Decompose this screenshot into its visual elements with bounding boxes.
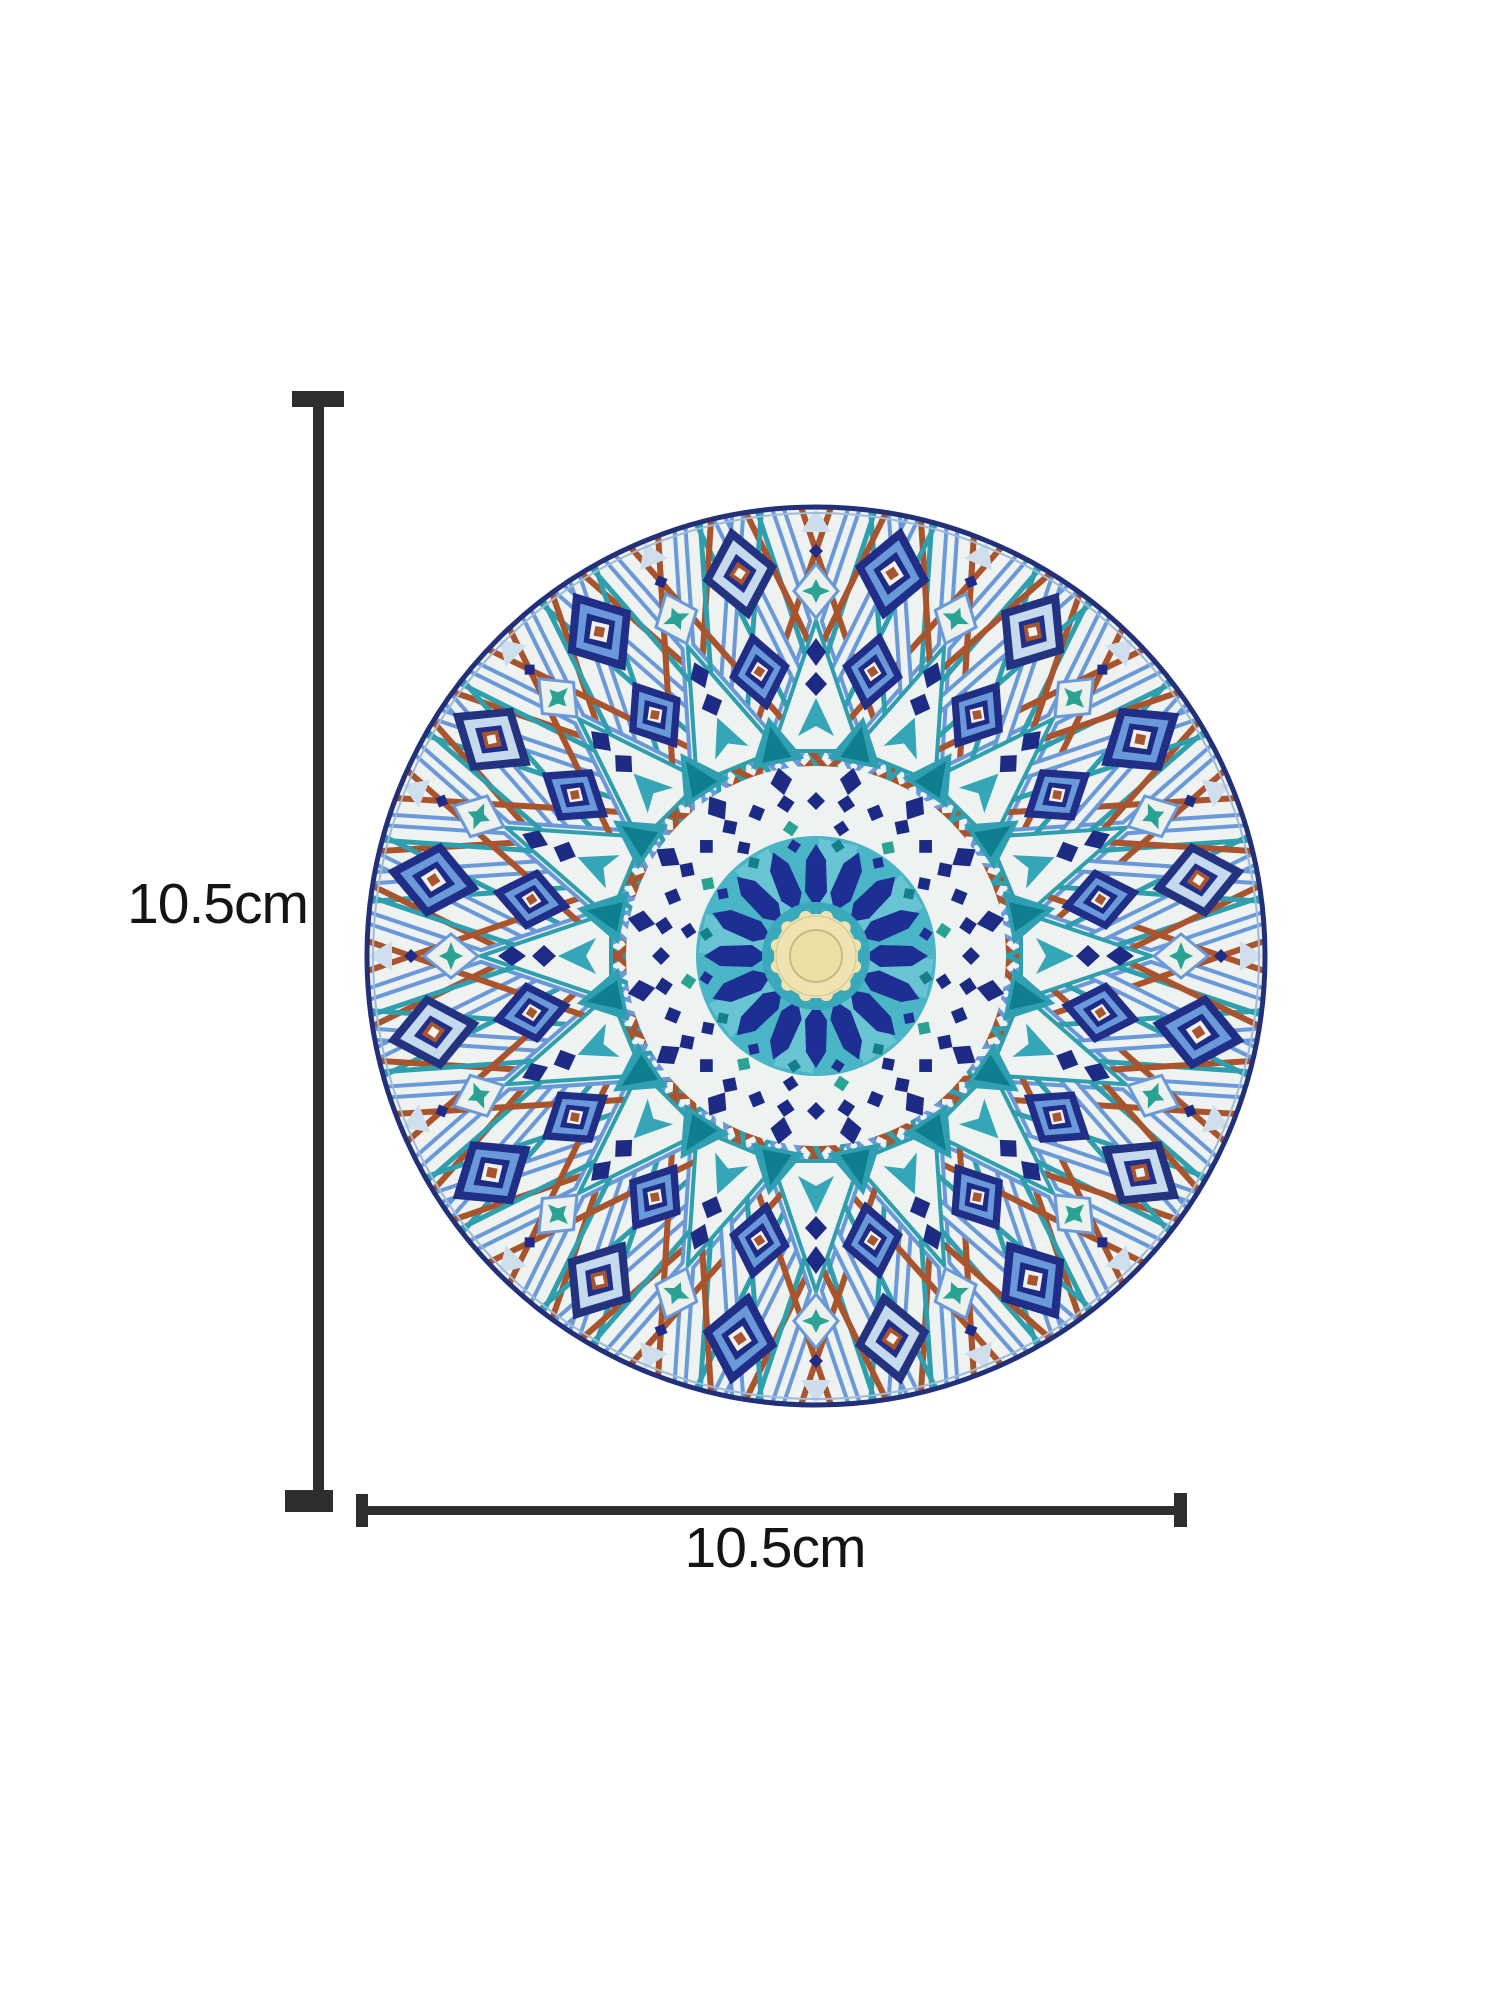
horizontal-line-right-cap [1174,1493,1187,1527]
height-dimension-label: 10.5cm [127,872,309,936]
horizontal-line-shaft [362,1506,1180,1515]
center-disc [769,909,863,1003]
coaster-rim-inner [372,512,1260,1400]
vertical-line-shaft [313,402,324,1494]
vertical-line-bottom-cap [285,1490,333,1512]
coaster-rim [364,504,1268,1408]
vertical-line-top-cap [292,391,344,407]
mosaic-coaster-photo [364,504,1268,1408]
mosaic-pattern [366,506,1266,1406]
width-dimension-label: 10.5cm [684,1516,867,1580]
